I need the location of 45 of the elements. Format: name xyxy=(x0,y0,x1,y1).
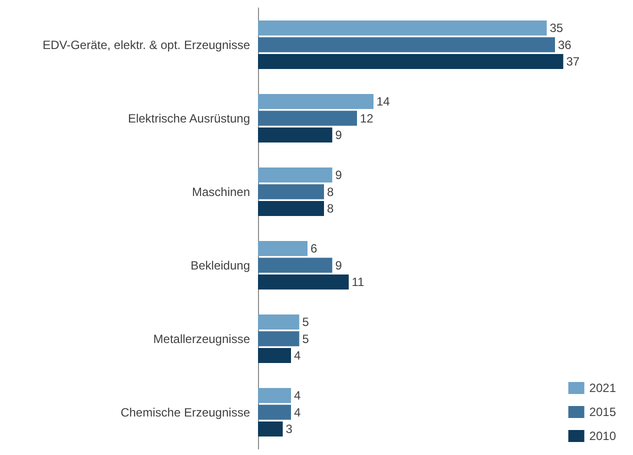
data-label: 14 xyxy=(376,94,390,108)
y-tick-label: Elektrische Ausrüstung xyxy=(128,111,250,126)
bar xyxy=(258,20,547,36)
data-label: 5 xyxy=(302,332,310,346)
data-label: 9 xyxy=(335,258,342,272)
bar xyxy=(258,404,291,420)
bar xyxy=(258,331,300,346)
data-label: 4 xyxy=(294,405,301,420)
data-label: 9 xyxy=(335,128,342,142)
bar xyxy=(258,128,332,143)
data-label: 9 xyxy=(335,168,342,182)
y-tick-label: EDV-Geräte, elektr. & opt. Erzeugnisse xyxy=(42,38,250,52)
bar xyxy=(258,94,374,109)
data-label: 3 xyxy=(286,422,293,436)
data-label: 37 xyxy=(566,54,580,69)
bar xyxy=(258,258,332,273)
bar xyxy=(258,348,291,364)
bar xyxy=(258,37,555,52)
y-tick-label: Maschinen xyxy=(192,184,250,199)
y-tick-label: Bekleidung xyxy=(190,258,250,272)
data-label: 11 xyxy=(352,275,365,290)
bar xyxy=(258,201,324,216)
data-label: 6 xyxy=(310,241,318,256)
bar xyxy=(258,167,332,182)
data-label: 35 xyxy=(550,20,564,35)
data-label: 8 xyxy=(327,202,334,216)
data-label: 12 xyxy=(360,111,374,126)
bar xyxy=(258,110,357,126)
bar xyxy=(258,388,291,403)
legend-label: 2010 xyxy=(589,429,616,443)
y-tick-label: Chemische Erzeugnisse xyxy=(120,405,250,420)
bar xyxy=(258,422,283,437)
bar xyxy=(258,54,564,70)
data-label: 4 xyxy=(294,348,301,363)
bar xyxy=(258,240,308,256)
data-label: 5 xyxy=(302,314,310,329)
y-tick-label: Metallerzeugnisse xyxy=(153,332,250,346)
bar xyxy=(258,274,349,290)
bar xyxy=(258,314,300,330)
legend-label: 2021 xyxy=(589,381,616,395)
data-label: 8 xyxy=(327,184,334,199)
data-label: 36 xyxy=(558,38,572,52)
data-label: 4 xyxy=(294,388,301,402)
legend-label: 2015 xyxy=(589,405,616,419)
bar xyxy=(258,184,324,200)
